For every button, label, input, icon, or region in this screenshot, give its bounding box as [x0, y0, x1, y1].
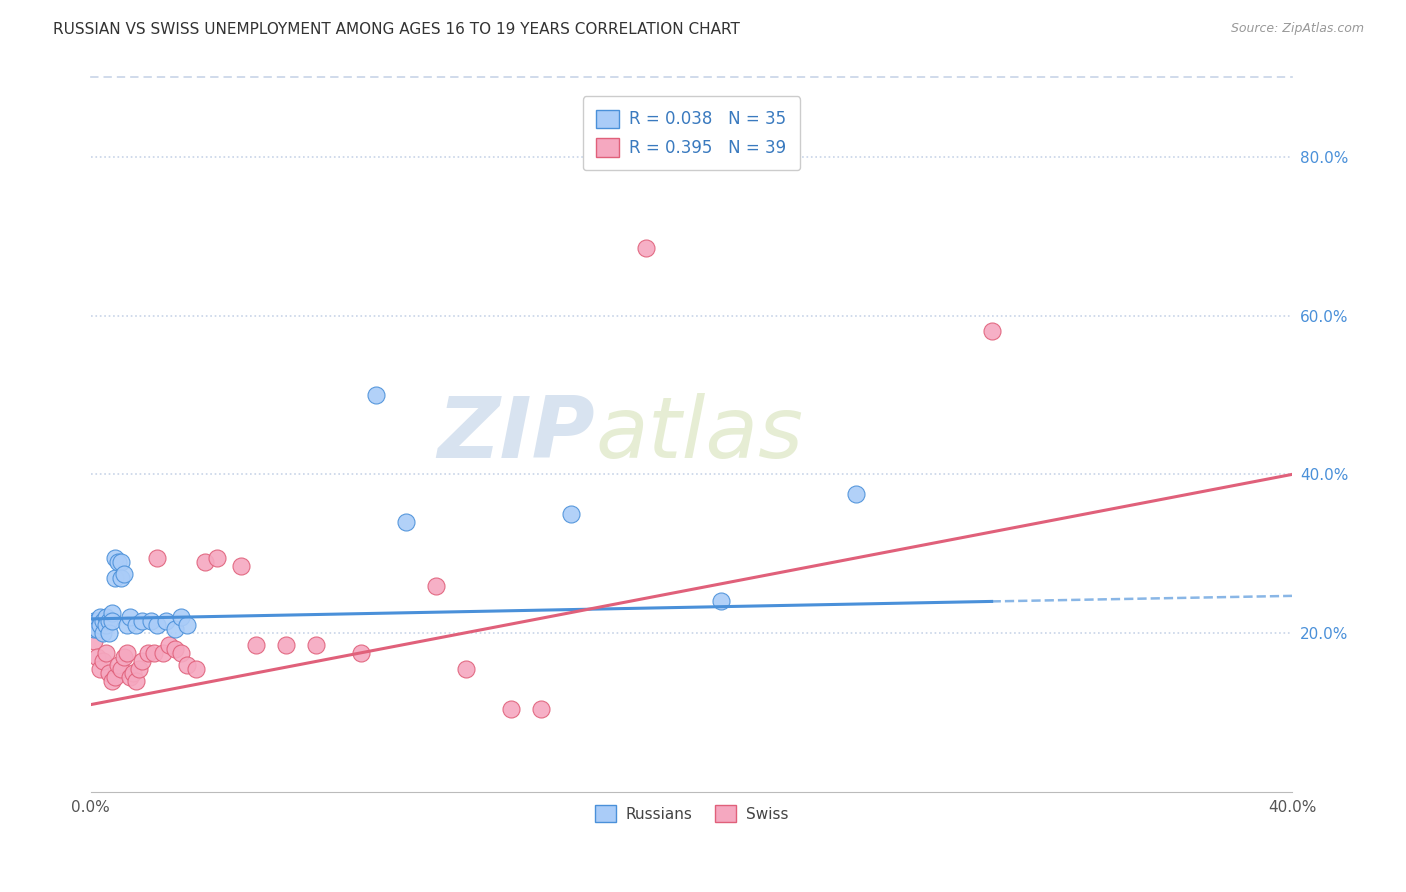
- Point: [91, 654, 114, 668]
- Point: [139, 614, 162, 628]
- Point: [124, 618, 146, 632]
- Point: [142, 646, 165, 660]
- Point: [118, 610, 141, 624]
- Point: [83, 634, 105, 648]
- Point: [104, 571, 127, 585]
- Point: [100, 614, 122, 628]
- Point: [83, 622, 105, 636]
- Text: atlas: atlas: [595, 393, 803, 476]
- Point: [274, 638, 297, 652]
- Point: [128, 662, 150, 676]
- Point: [560, 507, 582, 521]
- Point: [136, 646, 159, 660]
- Point: [118, 670, 141, 684]
- Point: [89, 610, 111, 624]
- Point: [636, 241, 658, 255]
- Point: [350, 646, 373, 660]
- Text: RUSSIAN VS SWISS UNEMPLOYMENT AMONG AGES 16 TO 19 YEARS CORRELATION CHART: RUSSIAN VS SWISS UNEMPLOYMENT AMONG AGES…: [53, 22, 741, 37]
- Point: [176, 657, 198, 672]
- Point: [131, 654, 153, 668]
- Point: [710, 594, 733, 608]
- Point: [83, 614, 105, 628]
- Point: [145, 550, 167, 565]
- Point: [89, 618, 111, 632]
- Point: [530, 701, 553, 715]
- Point: [155, 614, 177, 628]
- Point: [170, 646, 193, 660]
- Point: [170, 610, 193, 624]
- Point: [980, 325, 1002, 339]
- Point: [107, 657, 129, 672]
- Point: [86, 614, 108, 628]
- Point: [97, 614, 120, 628]
- Point: [454, 662, 477, 676]
- Point: [110, 662, 132, 676]
- Point: [163, 622, 186, 636]
- Point: [86, 650, 108, 665]
- Point: [121, 665, 143, 680]
- Point: [157, 638, 180, 652]
- Point: [104, 670, 127, 684]
- Point: [100, 673, 122, 688]
- Point: [110, 555, 132, 569]
- Point: [94, 610, 117, 624]
- Point: [245, 638, 267, 652]
- Point: [364, 388, 387, 402]
- Point: [184, 662, 207, 676]
- Point: [152, 646, 174, 660]
- Point: [305, 638, 328, 652]
- Point: [97, 626, 120, 640]
- Point: [845, 487, 868, 501]
- Point: [91, 626, 114, 640]
- Text: Source: ZipAtlas.com: Source: ZipAtlas.com: [1230, 22, 1364, 36]
- Point: [104, 550, 127, 565]
- Point: [145, 618, 167, 632]
- Point: [94, 646, 117, 660]
- Legend: Russians, Swiss: Russians, Swiss: [582, 793, 800, 834]
- Point: [97, 665, 120, 680]
- Point: [100, 607, 122, 621]
- Point: [112, 566, 135, 581]
- Point: [176, 618, 198, 632]
- Text: ZIP: ZIP: [437, 393, 595, 476]
- Point: [205, 550, 228, 565]
- Point: [115, 618, 138, 632]
- Point: [89, 662, 111, 676]
- Point: [425, 578, 447, 592]
- Point: [86, 622, 108, 636]
- Point: [194, 555, 217, 569]
- Point: [115, 646, 138, 660]
- Point: [395, 515, 418, 529]
- Point: [124, 673, 146, 688]
- Point: [131, 614, 153, 628]
- Point: [229, 558, 252, 573]
- Point: [110, 571, 132, 585]
- Point: [501, 701, 523, 715]
- Point: [94, 618, 117, 632]
- Point: [112, 650, 135, 665]
- Point: [91, 614, 114, 628]
- Point: [163, 642, 186, 657]
- Point: [107, 555, 129, 569]
